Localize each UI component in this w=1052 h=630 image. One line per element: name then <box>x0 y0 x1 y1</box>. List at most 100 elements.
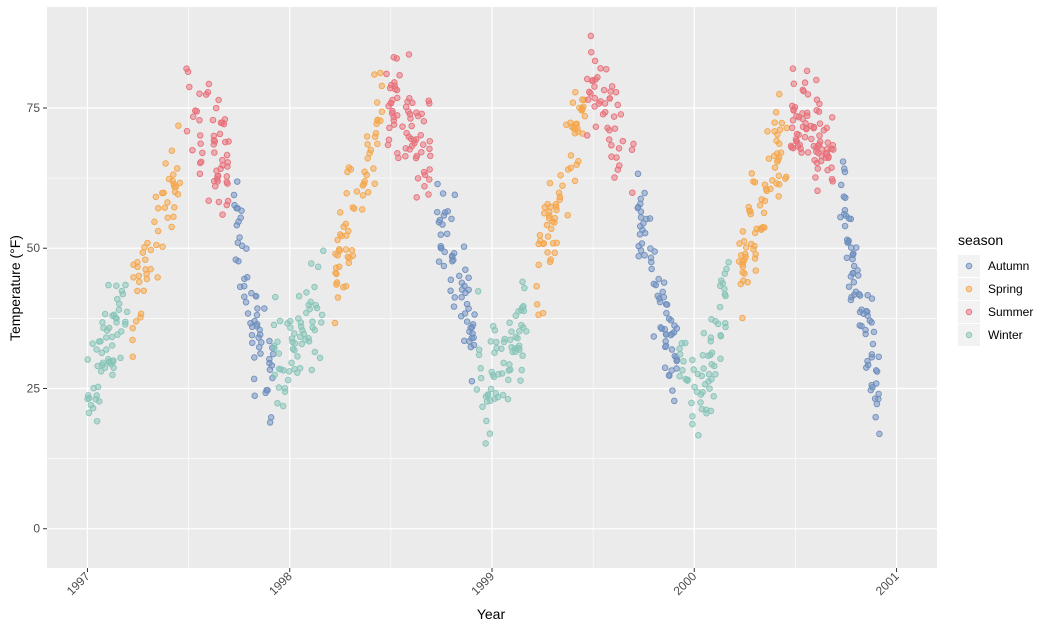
data-point-summer <box>608 142 615 149</box>
data-point-winter <box>89 340 96 347</box>
data-point-winter <box>99 319 106 326</box>
data-point-winter <box>105 324 113 332</box>
data-point-summer <box>828 114 836 121</box>
legend-key-autumn <box>965 262 973 270</box>
data-point-summer <box>812 174 819 181</box>
data-point-winter <box>284 376 292 384</box>
data-point-autumn <box>658 325 665 332</box>
data-point-summer <box>420 117 428 125</box>
data-point-winter <box>493 338 500 346</box>
data-point-spring <box>764 128 771 135</box>
data-point-spring <box>351 205 358 212</box>
data-point-winter <box>689 420 696 428</box>
data-point-winter <box>113 282 120 290</box>
data-point-summer <box>396 71 403 79</box>
data-point-spring <box>367 146 375 154</box>
data-point-summer <box>619 137 627 145</box>
legend-key-winter <box>965 331 973 339</box>
data-point-summer <box>196 116 203 124</box>
legend-key-spring <box>965 285 973 293</box>
data-point-winter <box>84 392 92 399</box>
data-point-autumn <box>468 377 476 385</box>
data-point-spring <box>535 311 542 319</box>
data-point-summer <box>793 130 801 138</box>
data-point-spring <box>773 180 780 187</box>
data-point-winter <box>519 352 526 359</box>
data-point-summer <box>214 172 221 180</box>
data-point-winter <box>109 312 116 319</box>
data-point-summer <box>183 65 190 72</box>
data-point-spring <box>342 246 350 253</box>
data-point-winter <box>483 417 490 425</box>
data-point-spring <box>168 147 176 154</box>
data-point-summer <box>608 83 616 90</box>
data-point-spring <box>752 267 760 274</box>
data-point-autumn <box>636 231 644 238</box>
data-point-spring <box>767 185 774 193</box>
data-point-winter <box>705 370 713 378</box>
data-point-autumn <box>451 294 458 301</box>
data-point-summer <box>829 141 837 149</box>
data-point-spring <box>571 129 579 137</box>
data-point-summer <box>813 107 820 114</box>
data-point-summer <box>413 194 420 201</box>
data-point-spring <box>331 319 339 327</box>
data-point-spring <box>164 214 171 221</box>
data-point-winter <box>711 362 718 370</box>
data-point-winter <box>101 310 109 318</box>
data-point-summer <box>410 137 418 144</box>
data-point-spring <box>152 193 160 201</box>
data-point-autumn <box>240 282 248 290</box>
data-point-autumn <box>673 365 680 372</box>
data-point-spring <box>772 109 780 116</box>
data-point-summer <box>383 70 390 78</box>
data-point-autumn <box>443 230 451 238</box>
data-point-autumn <box>847 215 855 223</box>
data-point-winter <box>477 365 484 372</box>
data-point-summer <box>390 54 398 61</box>
data-point-spring <box>536 231 544 239</box>
data-point-spring <box>533 282 540 290</box>
data-point-summer <box>384 141 392 149</box>
data-point-summer <box>219 211 226 218</box>
data-point-winter <box>105 281 112 289</box>
data-point-winter <box>270 321 278 329</box>
data-point-winter <box>311 283 318 291</box>
data-point-spring <box>335 246 343 253</box>
grid-lines <box>47 7 937 568</box>
data-point-autumn <box>465 274 472 281</box>
data-point-autumn <box>458 293 465 301</box>
data-point-winter <box>115 300 123 307</box>
data-point-summer <box>196 132 204 139</box>
data-point-summer <box>810 123 818 131</box>
data-point-summer <box>615 145 623 152</box>
data-point-spring <box>757 225 764 232</box>
data-point-autumn <box>868 295 876 302</box>
data-point-autumn <box>461 282 468 290</box>
data-point-spring <box>567 164 575 172</box>
data-point-spring <box>374 140 381 148</box>
data-point-spring <box>758 196 765 203</box>
data-point-spring <box>172 183 180 190</box>
data-point-autumn <box>238 242 246 250</box>
data-point-winter <box>712 371 719 378</box>
data-point-summer <box>803 125 810 133</box>
data-point-autumn <box>637 200 644 208</box>
data-point-autumn <box>467 343 475 351</box>
data-point-spring <box>552 200 560 208</box>
data-point-autumn <box>230 191 238 199</box>
data-point-spring <box>571 177 579 185</box>
data-point-summer <box>585 96 592 103</box>
data-point-spring <box>333 281 340 288</box>
data-point-autumn <box>873 368 881 375</box>
data-point-winter <box>314 263 322 271</box>
data-point-autumn <box>252 293 260 300</box>
data-point-spring <box>581 112 589 120</box>
data-point-summer <box>223 201 230 209</box>
data-point-spring <box>370 165 377 172</box>
data-point-winter <box>521 284 528 292</box>
data-point-autumn <box>852 288 860 295</box>
data-point-spring <box>372 130 380 137</box>
data-point-spring <box>774 150 781 157</box>
data-point-spring <box>756 202 764 209</box>
